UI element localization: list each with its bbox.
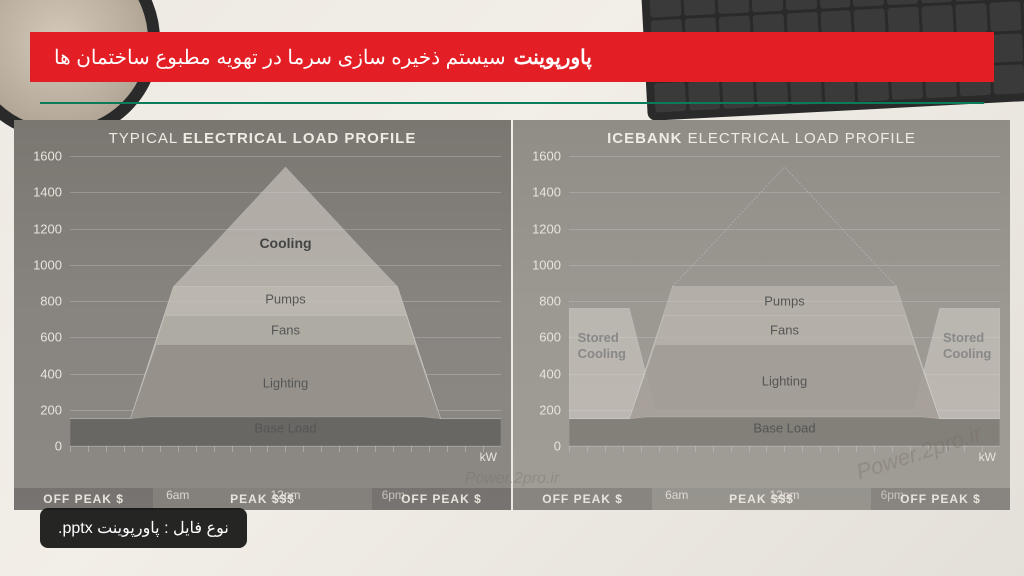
file-type-badge: نوع فایل : پاورپوینت .pptx bbox=[40, 508, 247, 548]
watermark-center: Power.2pro.ir bbox=[465, 470, 560, 488]
chart-title-thin: ELECTRICAL LOAD PROFILE bbox=[688, 130, 916, 147]
peak-row-left: OFF PEAK $ PEAK $$$ OFF PEAK $ bbox=[14, 488, 511, 510]
banner-title: سیستم ذخیره سازی سرما در تهویه مطبوع ساخ… bbox=[54, 45, 506, 70]
title-banner: پاورپوینت سیستم ذخیره سازی سرما در تهویه… bbox=[30, 32, 994, 82]
stored-cooling-label: StoredCooling bbox=[943, 330, 991, 361]
peak-row-right: OFF PEAK $ PEAK $$$ OFF PEAK $ bbox=[513, 488, 1010, 510]
layer-label: Fans bbox=[271, 323, 300, 338]
divider-line bbox=[40, 102, 984, 104]
plot-area-right: 02004006008001000120014001600Base LoadLi… bbox=[569, 156, 1000, 446]
off-peak-right: OFF PEAK $ bbox=[372, 488, 511, 510]
off-peak-right: OFF PEAK $ bbox=[871, 488, 1010, 510]
chart-title-left: TYPICAL ELECTRICAL LOAD PROFILE bbox=[14, 130, 511, 147]
layer-label: Pumps bbox=[764, 294, 804, 309]
layer-label: Base Load bbox=[254, 420, 316, 435]
chart-title-bold: ELECTRICAL LOAD PROFILE bbox=[183, 130, 417, 147]
unit-label-left: kW bbox=[480, 450, 497, 464]
layer-label: Cooling bbox=[259, 235, 311, 251]
layer-label: Lighting bbox=[263, 375, 309, 390]
layer-label: Fans bbox=[770, 323, 799, 338]
file-ext: .pptx bbox=[58, 520, 93, 538]
layer-label: Base Load bbox=[753, 420, 815, 435]
peak-center: PEAK $$$ bbox=[153, 488, 372, 510]
file-value: پاورپوینت bbox=[97, 520, 160, 537]
peak-center: PEAK $$$ bbox=[652, 488, 871, 510]
chart-title-thin: TYPICAL bbox=[109, 130, 178, 147]
charts-container: TYPICAL ELECTRICAL LOAD PROFILE 02004006… bbox=[14, 120, 1010, 510]
layer-label: Pumps bbox=[265, 292, 305, 307]
chart-typical: TYPICAL ELECTRICAL LOAD PROFILE 02004006… bbox=[14, 120, 511, 510]
chart-title-right: ICEBANK ELECTRICAL LOAD PROFILE bbox=[513, 130, 1010, 147]
chart-title-bold: ICEBANK bbox=[607, 130, 682, 147]
off-peak-left: OFF PEAK $ bbox=[513, 488, 652, 510]
banner-prefix: پاورپوینت bbox=[514, 45, 592, 70]
layer-label: Lighting bbox=[762, 373, 808, 388]
unit-label-right: kW bbox=[979, 450, 996, 464]
plot-area-left: 02004006008001000120014001600Base LoadLi… bbox=[70, 156, 501, 446]
off-peak-left: OFF PEAK $ bbox=[14, 488, 153, 510]
stored-cooling-label: StoredCooling bbox=[578, 330, 626, 361]
file-label: نوع فایل : bbox=[164, 520, 229, 537]
